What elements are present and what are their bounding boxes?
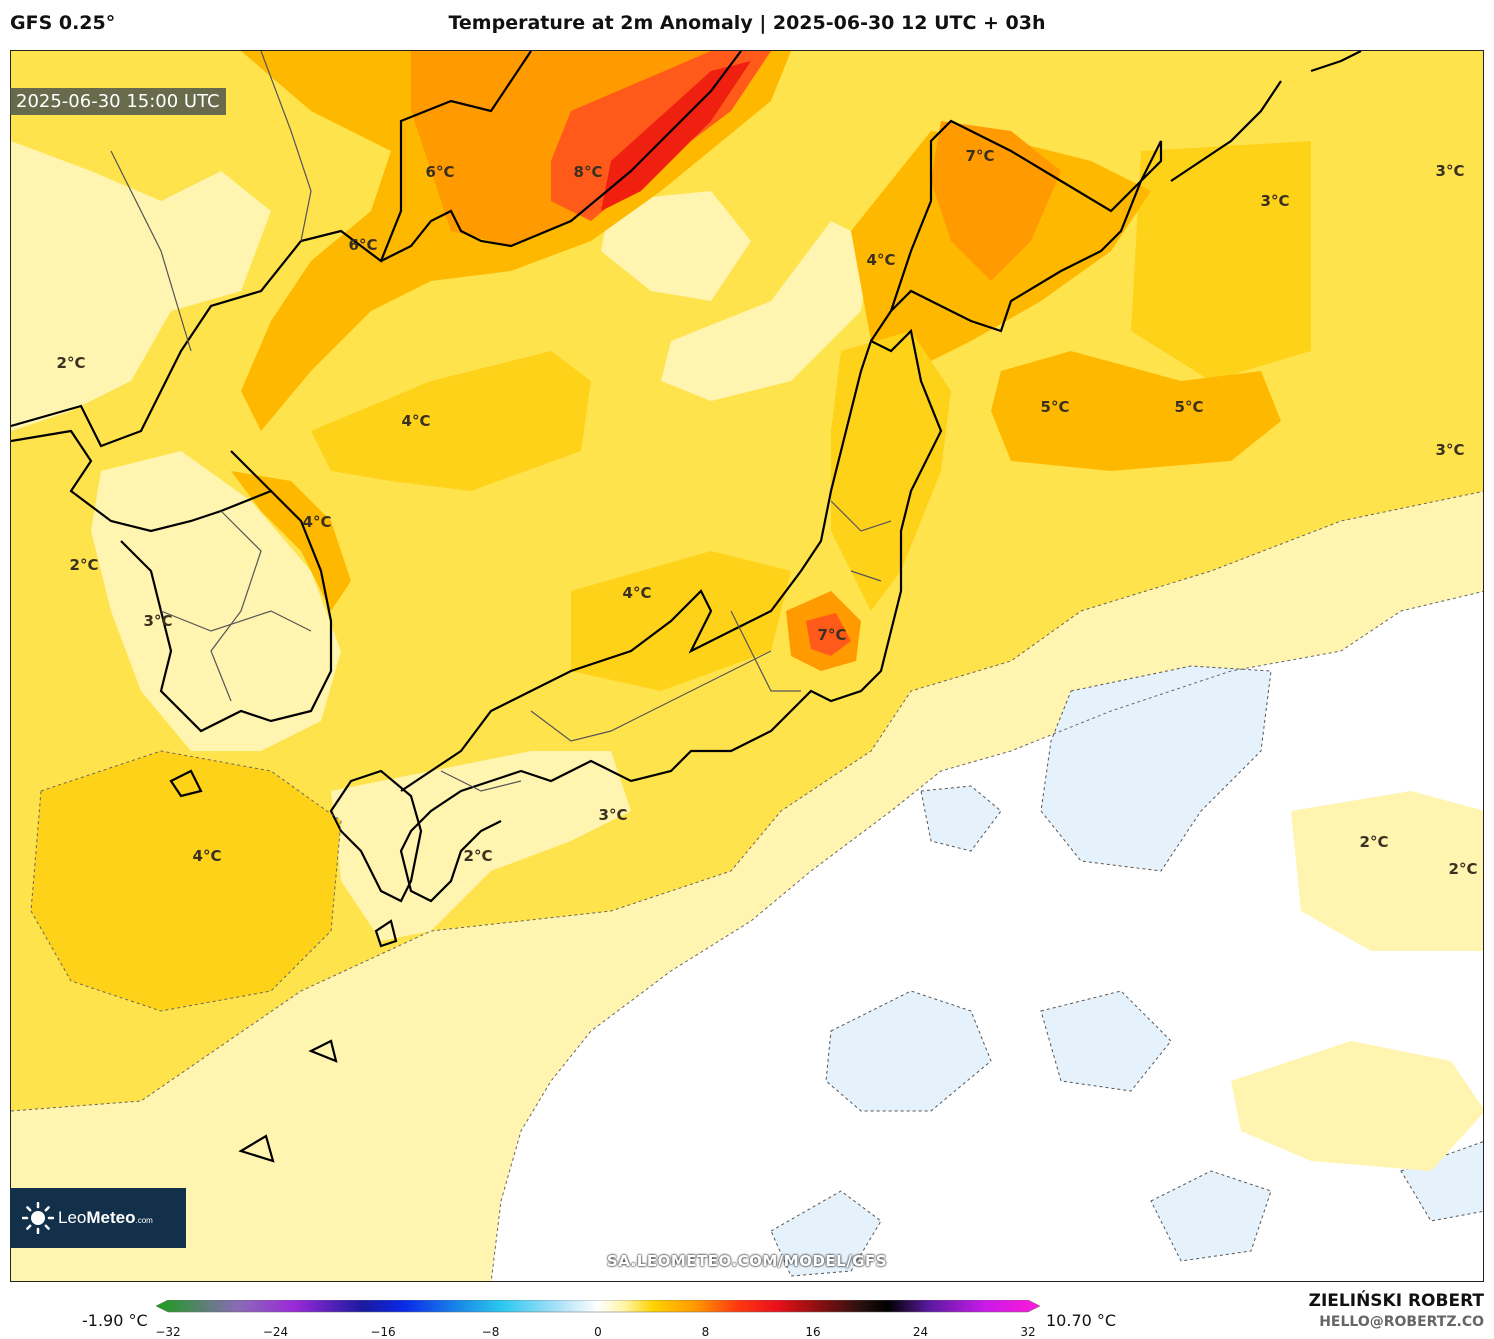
field-gold-tohoku	[831, 331, 951, 611]
temp-label: 2°C	[1448, 860, 1478, 878]
chart-title: Temperature at 2m Anomaly | 2025-06-30 1…	[448, 12, 1046, 34]
temp-label: 4°C	[302, 513, 332, 531]
field-blue-3	[1040, 990, 1172, 1092]
temp-label: 8°C	[573, 163, 603, 181]
colorbar-tick: −32	[155, 1325, 181, 1339]
field-blue-4	[920, 785, 1002, 852]
coastlines	[11, 51, 1362, 1163]
colorbar-bar	[156, 1300, 1041, 1313]
colorbar-min-label: -1.90 °C	[82, 1311, 148, 1330]
model-label: GFS 0.25°	[10, 12, 116, 34]
field-pale-e2	[1231, 1041, 1483, 1171]
field-gold-ocean-w	[31, 751, 341, 1011]
field-pale-korea	[91, 451, 341, 751]
temp-label: 4°C	[401, 412, 431, 430]
colorbar-tick: 16	[805, 1325, 821, 1339]
map-panel[interactable]: 8°C 6°C 6°C 7°C 4°C 3°C 3°C 2°C 4°C 5°C …	[10, 50, 1484, 1282]
field-blue-6	[770, 1190, 882, 1277]
colorbar-tick: 24	[912, 1325, 929, 1339]
colorbar	[156, 1300, 1041, 1313]
borders	[110, 51, 892, 792]
field-pale-mid	[601, 191, 751, 301]
field-orange-5c	[991, 351, 1281, 471]
field-pale-nw	[11, 141, 271, 431]
temp-label: 2°C	[69, 556, 99, 574]
logo-wordmark: LeoMeteo.com	[58, 1208, 153, 1227]
colorbar-tick: −24	[262, 1325, 289, 1339]
sun-icon	[22, 1202, 54, 1234]
temp-label: 3°C	[1435, 162, 1465, 180]
temp-label: 4°C	[866, 251, 896, 269]
temp-label: 2°C	[56, 354, 86, 372]
temp-label: 3°C	[598, 806, 628, 824]
temp-label: 6°C	[425, 163, 455, 181]
colorbar-max-label: 10.70 °C	[1046, 1311, 1117, 1330]
temp-label: 3°C	[1260, 192, 1290, 210]
field-gold-sea2	[571, 551, 791, 691]
source-url[interactable]: SA.LEOMETEO.COM/MODEL/GFS	[606, 1252, 888, 1270]
field-gold-pac	[1131, 141, 1311, 381]
temp-label: 6°C	[348, 236, 378, 254]
field-blue-5	[1150, 1170, 1272, 1262]
temp-label: 7°C	[965, 147, 995, 165]
colorbar-tick: 8	[701, 1325, 710, 1339]
field-pale-mid2	[661, 221, 871, 401]
field-deepred-russia	[601, 61, 751, 211]
colorbar-tick: −16	[370, 1325, 396, 1339]
contours	[11, 490, 1483, 1281]
valid-time-badge: 2025-06-30 15:00 UTC	[10, 88, 226, 115]
anomaly-field	[11, 51, 1483, 1281]
author-email[interactable]: HELLO@ROBERTZ.CO	[1319, 1314, 1484, 1330]
temp-label: 7°C	[817, 626, 847, 644]
field-pale-e	[1291, 791, 1483, 951]
field-pale-kyushu	[331, 751, 631, 941]
field-blue-1	[1040, 665, 1272, 872]
temp-label: 2°C	[1359, 833, 1389, 851]
field-gold-sea-japan	[311, 351, 591, 491]
temp-label: 5°C	[1040, 398, 1070, 416]
field-blue-2	[825, 990, 992, 1112]
temp-label: 4°C	[192, 847, 222, 865]
author-name: ZIELIŃSKI ROBERT	[1308, 1291, 1484, 1311]
temp-label: 5°C	[1174, 398, 1204, 416]
temp-label: 2°C	[463, 847, 493, 865]
temp-label: 4°C	[622, 584, 652, 602]
temp-label: 3°C	[143, 612, 173, 630]
colorbar-tick: −8	[481, 1325, 500, 1339]
colorbar-tick: 0	[594, 1325, 602, 1339]
temp-label: 3°C	[1435, 441, 1465, 459]
colorbar-tick: 32	[1020, 1325, 1036, 1339]
field-redorange-kanto	[806, 613, 851, 656]
leometeo-logo[interactable]: LeoMeteo.com	[10, 1188, 186, 1248]
field-blue-7	[1400, 1141, 1483, 1222]
